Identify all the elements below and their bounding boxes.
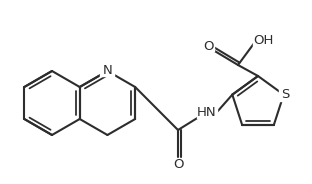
Text: O: O	[173, 158, 183, 171]
Text: O: O	[203, 40, 213, 52]
Text: N: N	[103, 65, 112, 77]
Text: HN: HN	[197, 105, 217, 118]
Text: S: S	[281, 88, 290, 101]
Text: OH: OH	[253, 35, 273, 47]
